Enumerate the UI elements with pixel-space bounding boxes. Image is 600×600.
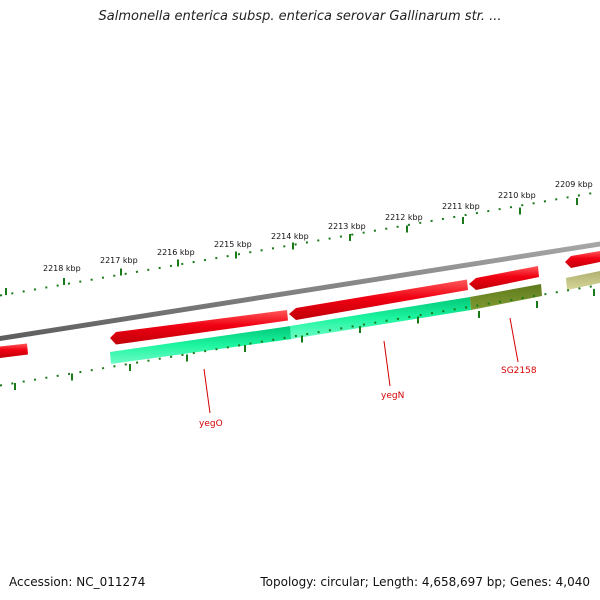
kbp-label-2209: 2209 kbp [555, 180, 593, 189]
kbp-tick-labels: 2218 kbp 2217 kbp 2216 kbp 2215 kbp 2214… [43, 180, 593, 273]
accession-label: Accession: NC_011274 [9, 575, 146, 589]
kbp-label-2211: 2211 kbp [442, 202, 480, 211]
gene-arrow-forward-2[interactable] [289, 279, 468, 321]
callout-line-SG2158 [509, 317, 519, 363]
kbp-label-2218: 2218 kbp [43, 264, 81, 273]
kbp-label-2215: 2215 kbp [214, 240, 252, 249]
genome-title: Salmonella enterica subsp. enterica sero… [98, 9, 502, 24]
gene-arrow-forward-4[interactable] [565, 251, 600, 268]
gene-label-yegO[interactable]: yegO [199, 419, 223, 429]
kbp-label-2216: 2216 kbp [157, 248, 195, 257]
callout-line-yegO [203, 368, 211, 414]
outer-scale-ring [0, 190, 600, 297]
gene-label-yegN[interactable]: yegN [381, 391, 404, 401]
gene-arrow-forward-1[interactable] [110, 310, 288, 345]
kbp-label-2212: 2212 kbp [385, 213, 423, 222]
gene-arrow-forward-3[interactable] [469, 266, 539, 290]
gene-bar-yegO[interactable] [110, 326, 292, 364]
gene-label-SG2158[interactable]: SG2158 [501, 366, 537, 376]
gene-bar-right-faded[interactable] [566, 271, 600, 290]
inner-scale-ring [0, 284, 600, 390]
callout-line-yegN [383, 340, 391, 387]
gene-bar-yegN[interactable] [290, 297, 471, 339]
kbp-label-2217: 2217 kbp [100, 256, 138, 265]
kbp-label-2213: 2213 kbp [328, 222, 366, 231]
gene-arrow-left-edge[interactable] [0, 343, 28, 359]
kbp-label-2214: 2214 kbp [271, 232, 309, 241]
genome-backbone [0, 241, 600, 341]
genome-stats-label: Topology: circular; Length: 4,658,697 bp… [260, 575, 590, 589]
kbp-label-2210: 2210 kbp [498, 191, 536, 200]
forward-strand-track [0, 251, 600, 358]
gene-callouts [203, 317, 519, 414]
